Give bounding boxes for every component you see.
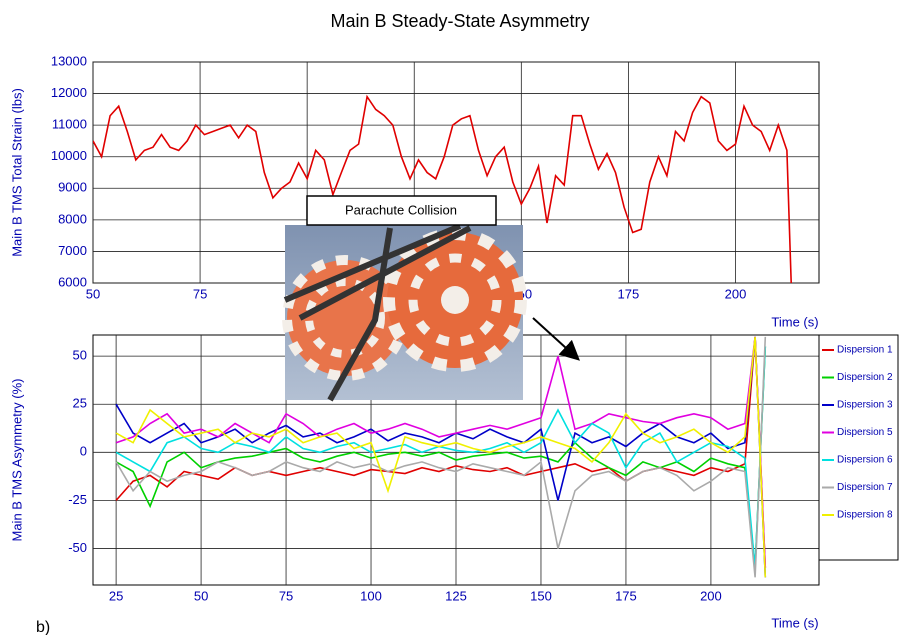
chart-title: Main B Steady-State Asymmetry — [330, 11, 589, 31]
annotation: Parachute Collision — [345, 202, 457, 217]
y-tick-label: 50 — [73, 348, 87, 363]
x-axis-label: Time (s) — [771, 615, 818, 630]
legend-box — [819, 335, 898, 560]
x-tick-label: 100 — [360, 588, 382, 603]
legend-label: Dispersion 7 — [837, 482, 893, 493]
legend-label: Dispersion 6 — [837, 455, 893, 466]
legend-label: Dispersion 8 — [837, 510, 893, 521]
x-tick-label: 75 — [279, 588, 293, 603]
y-tick-label: 6000 — [58, 274, 87, 289]
x-axis-label: Time (s) — [771, 314, 818, 329]
y-axis-label: Main B TMS Asymmetry (%) — [9, 378, 24, 541]
panel-label: b) — [36, 619, 50, 635]
x-tick-label: 50 — [86, 286, 100, 301]
legend-label: Dispersion 2 — [837, 372, 893, 383]
y-tick-label: -25 — [68, 492, 87, 507]
legend-label: Dispersion 5 — [837, 427, 893, 438]
x-tick-label: 150 — [530, 588, 552, 603]
y-tick-label: 11000 — [52, 117, 87, 132]
y-tick-label: 7000 — [58, 243, 87, 258]
y-tick-label: 9000 — [58, 180, 87, 195]
y-tick-label: 12000 — [51, 85, 87, 100]
x-tick-label: 75 — [193, 286, 207, 301]
y-tick-label: 0 — [80, 444, 87, 459]
x-tick-label: 200 — [700, 588, 722, 603]
photo — [285, 225, 523, 400]
x-tick-label: 175 — [618, 286, 640, 301]
x-tick-label: 25 — [109, 588, 123, 603]
y-tick-label: 25 — [73, 396, 87, 411]
y-tick-label: 10000 — [51, 148, 87, 163]
x-tick-label: 200 — [725, 286, 747, 301]
legend-label: Dispersion 3 — [837, 400, 893, 411]
x-tick-label: 175 — [615, 588, 637, 603]
y-axis-label: Main B TMS Total Strain (lbs) — [9, 88, 24, 257]
y-tick-label: 8000 — [58, 211, 87, 226]
legend-label: Dispersion 1 — [837, 345, 893, 356]
y-tick-label: -50 — [68, 540, 87, 555]
x-tick-label: 50 — [194, 588, 208, 603]
x-tick-label: 125 — [445, 588, 467, 603]
y-tick-label: 13000 — [51, 53, 87, 68]
figure: Main B Steady-State Asymmetry 6000 7000 80… — [0, 0, 899, 635]
